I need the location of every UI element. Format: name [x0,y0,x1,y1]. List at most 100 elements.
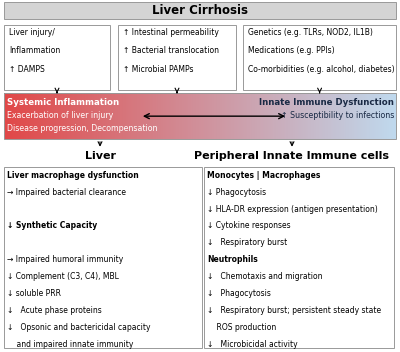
Bar [89,93,91,139]
Bar [90,93,92,139]
Bar [342,93,344,139]
Bar [175,93,177,139]
Bar [272,93,274,139]
Bar [99,93,101,139]
Bar [154,93,156,139]
Bar [209,93,211,139]
Bar [269,93,271,139]
Bar [324,93,326,139]
Bar [206,93,208,139]
Bar [68,93,70,139]
Bar [17,93,19,139]
Bar [153,93,155,139]
Bar [180,93,182,139]
Bar [67,93,68,139]
Bar [56,93,58,139]
Bar [356,93,357,139]
Bar [367,93,369,139]
Bar [338,93,340,139]
Bar [243,93,245,139]
Bar [73,93,75,139]
Bar [361,93,362,139]
Bar [176,93,178,139]
Bar [170,93,172,139]
Bar [303,93,305,139]
Bar [25,93,27,139]
Text: Genetics (e.g. TLRs, NOD2, IL1B): Genetics (e.g. TLRs, NOD2, IL1B) [248,28,373,37]
Bar [167,93,169,139]
Bar [127,93,128,139]
Bar [101,93,102,139]
Bar [14,93,16,139]
Bar [165,93,166,139]
Bar [250,93,251,139]
Bar [294,93,296,139]
Bar [197,93,199,139]
Bar [84,93,86,139]
Bar [81,93,83,139]
Bar [259,93,260,139]
FancyBboxPatch shape [243,25,396,90]
Bar [353,93,354,139]
Text: ↓   Microbicidal activity: ↓ Microbicidal activity [207,340,298,349]
Bar [118,93,119,139]
Bar [234,93,236,139]
Bar [42,93,44,139]
Bar [182,93,184,139]
Bar [267,93,268,139]
Bar [375,93,377,139]
Bar [282,93,284,139]
Bar [179,93,181,139]
Text: ↑ Microbial PAMPs: ↑ Microbial PAMPs [123,65,193,74]
Bar [136,93,138,139]
Bar [158,93,160,139]
Bar [196,93,198,139]
Bar [130,93,131,139]
Bar [222,93,224,139]
Bar [93,93,94,139]
Bar [26,93,28,139]
Bar [172,93,174,139]
Bar [85,93,87,139]
Bar [18,93,20,139]
Text: ↓   Chemotaxis and migration: ↓ Chemotaxis and migration [207,272,323,281]
Bar [132,93,134,139]
Bar [96,93,97,139]
Bar [156,93,157,139]
Bar [148,93,150,139]
Bar [204,93,206,139]
Bar [39,93,41,139]
Bar [384,93,386,139]
Bar [378,93,380,139]
Text: Inflammation: Inflammation [9,46,60,55]
Bar [248,93,250,139]
Bar [131,93,132,139]
Bar [28,93,29,139]
Bar [13,93,15,139]
Bar [318,93,319,139]
Bar [124,93,126,139]
Text: Medications (e.g. PPIs): Medications (e.g. PPIs) [248,46,335,55]
Bar [262,93,263,139]
Bar [106,93,108,139]
FancyBboxPatch shape [118,25,236,90]
FancyBboxPatch shape [4,25,110,90]
Bar [166,93,168,139]
Bar [150,93,152,139]
Bar [288,93,289,139]
Bar [213,93,215,139]
Bar [239,93,241,139]
Bar [258,93,259,139]
Bar [72,93,74,139]
Bar [110,93,112,139]
Bar [386,93,387,139]
Bar [322,93,323,139]
Bar [191,93,192,139]
Text: ↓ Complement (C3, C4), MBL: ↓ Complement (C3, C4), MBL [7,272,119,281]
Bar [98,93,100,139]
Bar [8,93,10,139]
Bar [357,93,358,139]
Bar [278,93,280,139]
Bar [86,93,88,139]
Bar [366,93,368,139]
